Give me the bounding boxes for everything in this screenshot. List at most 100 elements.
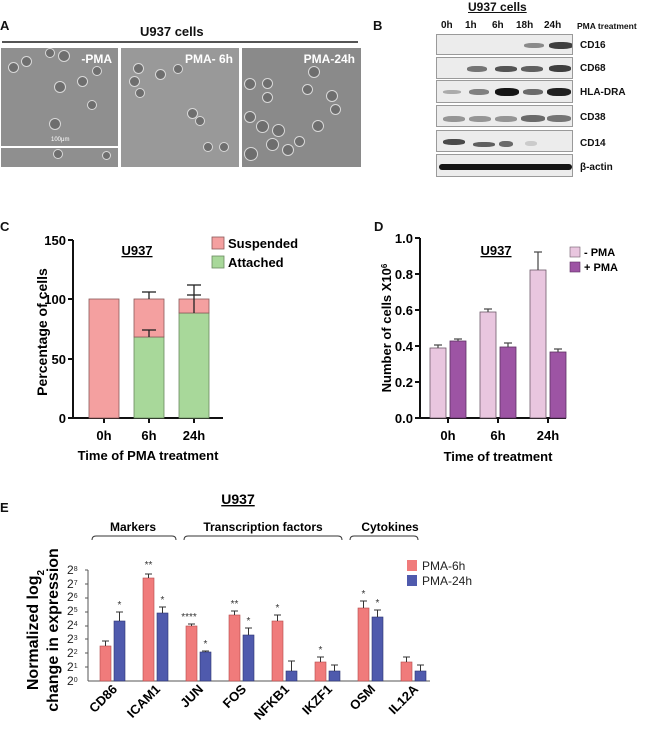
y-tick: 0.6 [395,303,413,318]
panel-a-title-rule [2,41,358,43]
significance-star: ** [231,599,239,610]
blot-row-beta-actin [436,154,573,177]
bar-fos-6h [228,614,241,682]
panel-a-letter: A [0,18,10,33]
blot-row-cd16 [436,34,573,55]
significance-star: * [362,589,366,600]
bar-cd86-6h [99,645,112,682]
micrograph-pma-24h: PMA-24h [242,48,361,167]
panel-b-letter: B [373,18,383,33]
bar-il12a-6h [400,661,413,682]
x-tick: 6h [490,428,505,443]
y-tick: 0.8 [395,267,413,282]
bar-nfkb1-24h [285,670,298,682]
bar-0h-suspended [88,298,120,419]
panel-b-title: U937 cells [468,0,527,14]
panel-d-letter: D [374,219,384,234]
svg-text:21: 21 [67,660,78,674]
svg-text:22: 22 [67,646,78,660]
bar-6h-minus-pma [479,311,497,419]
bar-0h-plus-pma [449,340,467,419]
legend-swatch-pma-24h [407,575,417,586]
bar-24h-minus-pma [529,269,547,419]
x-tick: 24h [183,428,205,443]
legend-label: PMA-6h [422,559,465,573]
bar-nfkb1-6h [271,620,284,682]
group-label-transcription-factors: Transcription factors [203,520,323,534]
svg-text:23: 23 [67,632,78,646]
bar-6h-plus-pma [499,346,517,419]
significance-star: * [118,600,122,611]
legend-swatch-minus-pma [569,246,581,258]
x-tick: JUN [177,682,206,711]
bar-icam1-24h [156,612,169,682]
bar-0h-minus-pma [429,347,447,419]
blot-label: HLA-DRA [580,87,626,98]
x-tick: 0h [440,428,455,443]
significance-star: * [204,639,208,650]
micrograph-minus-pma: 100μm -PMA [1,48,118,167]
panel-e-letter: E [0,500,9,515]
y-axis-label: Percentage of cells [34,268,50,396]
bar-6h-attached [133,336,165,419]
svg-text:28: 28 [67,563,78,577]
micrograph-label: PMA-24h [303,52,355,66]
group-label-markers: Markers [110,520,156,534]
svg-text:25: 25 [67,604,78,618]
significance-star: * [319,645,323,656]
bar-il12a-24h [414,670,427,682]
x-axis-label: Time of PMA treatment [78,448,220,463]
bar-osm-24h [371,616,384,682]
x-tick: CD86 [86,682,120,716]
chart-title: U937 [480,243,511,258]
y-tick: 0.4 [395,339,414,354]
scale-bar [1,146,118,148]
chart-d-number-of-cells: 1.0 0.8 0.6 0.4 0.2 0.0 0h 6h 24h Time o… [379,231,618,464]
significance-star: * [161,595,165,606]
significance-star: * [276,603,280,614]
lane-label-18h: 18h [516,20,534,31]
group-label-cytokines: Cytokines [361,520,419,534]
legend-label: Suspended [228,236,298,251]
lane-label-6h: 6h [492,20,504,31]
blot-row-cd68 [436,57,573,79]
legend-label: - PMA [584,247,615,259]
blot-row-cd14 [436,130,573,152]
svg-text:20: 20 [67,674,78,688]
significance-star: * [376,598,380,609]
y-tick: 0.2 [395,375,413,390]
lanes-caption: PMA treatment [577,21,637,31]
bar-jun-24h [199,651,212,682]
lane-label-0h: 0h [441,20,453,31]
bar-24h-plus-pma [549,351,567,419]
blot-label: CD68 [580,63,606,74]
blot-row-cd38 [436,105,573,127]
micrograph-label: -PMA [81,52,112,66]
x-tick: 0h [96,428,111,443]
svg-text:26: 26 [67,590,78,604]
y-tick: 0 [59,411,66,426]
y-tick: 50 [52,352,66,367]
x-tick: NFKB1 [251,682,292,723]
bar-ikzf1-24h [328,670,341,682]
legend-label: + PMA [584,262,618,274]
lane-label-1h: 1h [465,20,477,31]
y-axis-label-line1: Normalized log2 [25,569,47,690]
y-tick: 100 [44,292,66,307]
bracket-markers [91,535,177,541]
panel-c-letter: C [0,219,10,234]
blot-label: β-actin [580,162,613,173]
significance-star: **** [181,612,197,623]
significance-star: * [247,616,251,627]
bar-24h-attached [178,312,210,419]
x-tick: 6h [141,428,156,443]
svg-text:24: 24 [67,618,78,632]
y-axis-label: Number of cells X106 [379,263,394,392]
y-axis-label-line2: change in expression [45,548,62,712]
bar-osm-6h [357,607,370,682]
bracket-transcription-factors [183,535,343,541]
blot-label: CD14 [580,138,606,149]
y-tick: 150 [44,233,66,248]
bar-icam1-6h [142,577,155,682]
micrograph-pma-6h: PMA- 6h [121,48,239,167]
